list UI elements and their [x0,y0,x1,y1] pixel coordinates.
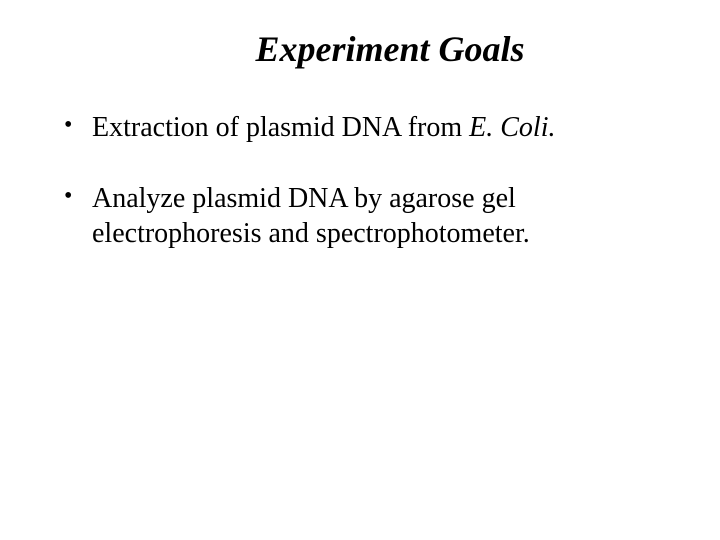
bullet-text-segment: E. Coli. [469,112,555,143]
slide-title: Experiment Goals [40,28,680,70]
list-item: Analyze plasmid DNA by agarose gel elect… [64,181,680,251]
list-item: Extraction of plasmid DNA from E. Coli. [64,110,680,145]
bullet-text-segment: Analyze plasmid DNA by agarose gel elect… [92,183,530,249]
bullet-text-segment: Extraction of plasmid DNA from [92,112,469,143]
bullet-list: Extraction of plasmid DNA from E. Coli. … [40,110,680,251]
